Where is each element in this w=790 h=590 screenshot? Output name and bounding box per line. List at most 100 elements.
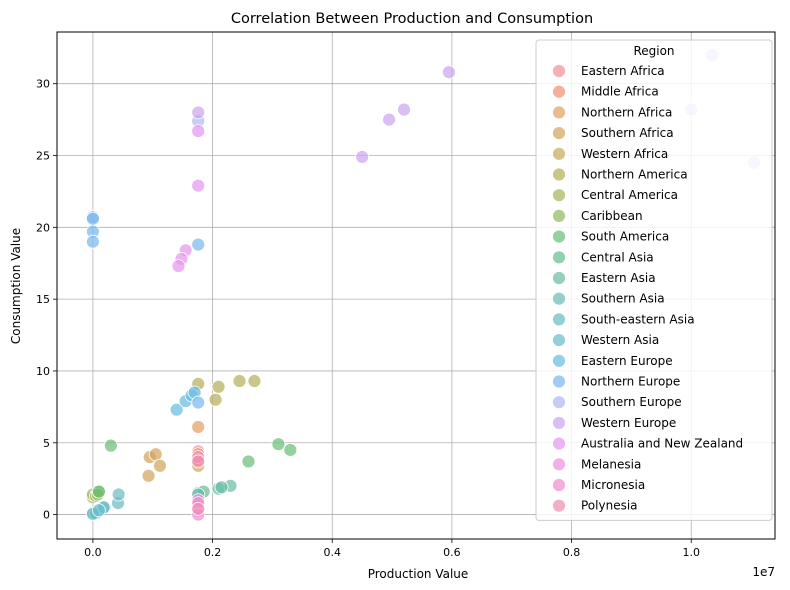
data-point [103,438,118,453]
data-point [86,211,100,226]
legend-entry: Western Asia [581,333,659,347]
legend: Region Eastern Africa Middle Africa Norther… [535,39,773,521]
data-point [191,454,206,469]
legend-marker [552,64,566,78]
legend-marker [552,146,566,161]
data-point [191,395,206,410]
data-point [442,65,456,80]
data-point [208,392,223,407]
legend-marker [552,126,566,141]
data-point [191,237,206,252]
legend-entry: Northern Europe [581,375,680,389]
data-point [397,102,411,117]
legend-entry: Eastern Europe [581,354,673,368]
legend-marker [552,84,566,99]
legend-marker [552,167,566,182]
x-tick-label: 0.8 [563,546,581,559]
data-point [211,379,226,394]
data-point [111,487,126,502]
data-point [247,374,262,388]
y-tick-label: 15 [36,293,50,306]
legend-entry: Melanesia [581,457,641,471]
x-axis-ticks: 0.0 0.2 0.4 0.6 0.8 1.0 [84,539,700,559]
x-tick-label: 0.6 [443,546,461,559]
legend-entry: Southern Africa [581,126,674,140]
legend-entry: Western Europe [581,416,676,430]
data-point [191,178,206,193]
legend-entry: South America [581,230,669,244]
legend-entry: Northern Africa [581,105,672,119]
legend-marker [552,229,566,244]
x-tick-label: 1.0 [682,546,700,559]
data-point [141,468,156,483]
y-tick-label: 0 [43,509,50,522]
y-axis-ticks: 0 5 10 15 20 25 30 [36,78,57,522]
legend-marker [552,271,566,285]
data-points [86,48,761,522]
data-point [191,501,206,516]
data-point [169,402,184,417]
legend-entry: Polynesia [581,499,638,513]
legend-entry: South-eastern Asia [581,312,695,326]
legend-marker [552,208,566,223]
legend-marker [552,291,566,306]
data-point [148,447,163,462]
legend-entry: Central Asia [581,250,654,264]
x-tick-label: 0.0 [84,546,102,559]
legend-entry: Central America [581,188,678,202]
legend-marker [552,250,566,265]
legend-title: Region [633,44,674,58]
legend-entry: Middle Africa [581,85,659,99]
plot-frame [56,31,776,540]
legend-marker [552,312,566,327]
y-tick-label: 5 [43,437,50,450]
x-tick-label: 0.2 [204,546,222,559]
legend-entry: Northern America [581,168,688,182]
legend-marker [552,395,566,410]
data-point [241,454,256,469]
legend-entry: Micronesia [581,478,645,492]
data-point [214,480,229,495]
legend-entry: Caribbean [581,209,643,223]
legend-entry: Eastern Africa [581,64,665,78]
legend-entry: Australia and New Zealand [581,437,743,451]
legend-marker [552,353,566,368]
data-point [91,503,106,518]
data-point [153,458,167,473]
data-point [271,437,286,452]
x-axis-offset-label: 1e7 [752,565,775,579]
legend-marker [552,457,566,472]
legend-entry: Southern Europe [581,395,682,409]
x-axis-label: Production Value [368,567,469,581]
legend-box [535,39,773,521]
legend-marker [552,436,566,451]
data-point [191,420,206,434]
data-point [191,105,206,120]
data-point [355,150,370,164]
y-tick-label: 10 [36,365,50,378]
legend-marker [552,498,566,513]
chart-title: Correlation Between Production and Consu… [231,11,593,27]
data-point [91,484,106,499]
data-point [232,374,247,388]
data-point [171,259,186,274]
y-tick-label: 30 [36,78,50,91]
y-tick-label: 20 [36,221,50,234]
data-point [283,443,298,457]
legend-marker [552,415,566,430]
legend-marker [552,188,566,203]
legend-marker [552,105,566,120]
legend-entry: Southern Asia [581,292,665,306]
legend-marker [552,374,566,389]
y-tick-label: 25 [36,150,50,163]
data-point [382,112,396,127]
data-point [86,234,100,249]
legend-marker [552,333,566,348]
y-axis-label: Consumption Value [9,228,23,344]
data-point [191,124,206,139]
legend-entry: Western Africa [581,147,668,161]
x-tick-label: 0.4 [323,546,341,559]
legend-marker [552,478,566,492]
legend-entry: Eastern Asia [581,271,656,285]
